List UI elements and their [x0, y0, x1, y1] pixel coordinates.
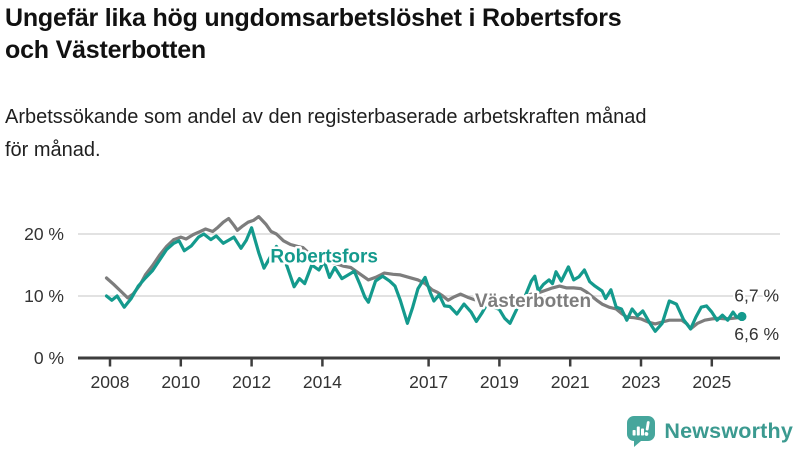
- newsworthy-wordmark: Newsworthy: [664, 419, 793, 443]
- chart-subtitle-line1: Arbetssökande som andel av den registerb…: [5, 106, 647, 128]
- y-axis-tick-label: 0 %: [34, 348, 64, 368]
- newsworthy-icon: [627, 416, 656, 447]
- x-axis-tick-label: 2021: [551, 372, 590, 392]
- series-label-robertsfors: Robertsfors: [270, 246, 378, 267]
- series-end-value-label: 6,7 %: [734, 285, 779, 305]
- series-line-robertsfors: [104, 226, 744, 333]
- y-axis-tick-label: 20 %: [24, 224, 64, 244]
- x-axis-tick-label: 2014: [303, 372, 342, 392]
- x-axis-tick-label: 2017: [409, 372, 448, 392]
- series-line-västerbotten: [104, 215, 744, 331]
- x-axis-tick-label: 2023: [622, 372, 661, 392]
- chart-subtitle-line2: för månad.: [5, 139, 101, 161]
- newsworthy-logo[interactable]: Newsworthy: [627, 416, 793, 447]
- x-axis-tick-label: 2012: [232, 372, 271, 392]
- chart-title-line1: Ungefär lika hög ungdomsarbetslöshet i R…: [5, 4, 622, 32]
- x-axis-tick-label: 2025: [692, 372, 731, 392]
- series-label-västerbotten: Västerbotten: [475, 291, 591, 312]
- x-axis-tick-label: 2010: [161, 372, 200, 392]
- series-end-value-label: 6,6 %: [734, 324, 779, 344]
- y-axis-tick-label: 10 %: [24, 286, 64, 306]
- chart-title: Ungefär lika hög ungdomsarbetslöshet i R…: [5, 2, 622, 66]
- x-axis-tick-label: 2019: [480, 372, 519, 392]
- series-end-dot: [737, 311, 747, 322]
- chart-title-line2: och Västerbotten: [5, 36, 206, 64]
- chart-subtitle: Arbetssökande som andel av den registerb…: [5, 101, 647, 167]
- x-axis-tick-label: 2008: [91, 372, 130, 392]
